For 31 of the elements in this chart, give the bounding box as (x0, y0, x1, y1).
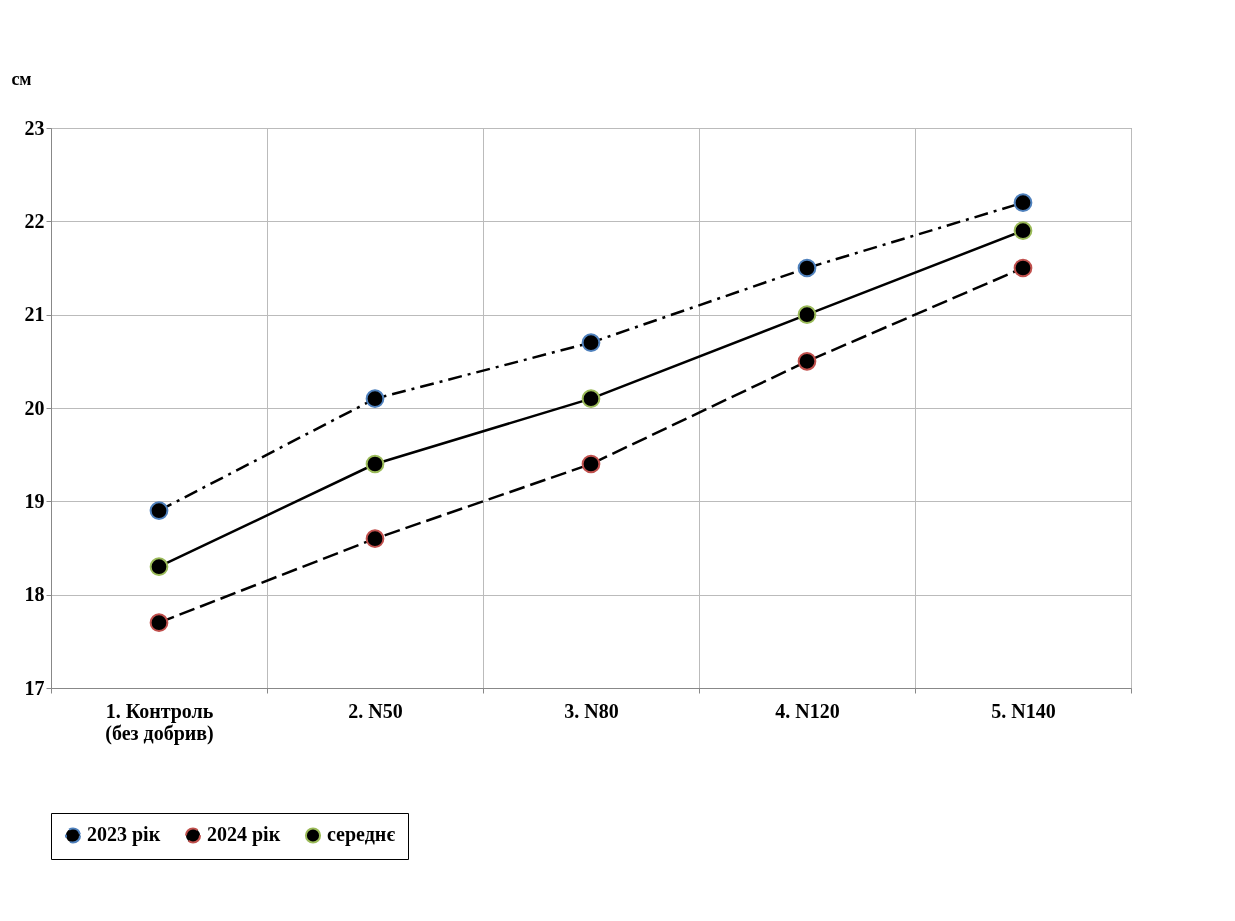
point (1013, 258, 1033, 278)
y-tick-label: 22 (24, 209, 45, 232)
y-tick-label: 23 (24, 116, 45, 139)
point (149, 613, 169, 633)
point (1013, 193, 1033, 213)
point (797, 305, 817, 325)
y-tick-label: 17 (24, 676, 45, 699)
x-tick-label: 5. N140 (991, 699, 1056, 722)
y-tick-label: 19 (24, 489, 45, 512)
point (365, 389, 385, 409)
point (797, 258, 817, 278)
x-tick-label: 4. N120 (775, 699, 840, 722)
legend-label: 2023 рік (87, 823, 161, 847)
x-tick-label: 3. N80 (564, 699, 619, 722)
y-tick-label: 21 (24, 303, 45, 326)
x-tick-label: 1. Контроль (без добрив) (105, 699, 214, 745)
point (581, 454, 601, 474)
point (365, 454, 385, 474)
point (149, 501, 169, 521)
y-axis-title: см (11, 68, 32, 89)
y-tick-label: 20 (24, 396, 45, 419)
point (1013, 221, 1033, 241)
legend-label: 2024 рік (207, 823, 281, 847)
point (581, 389, 601, 409)
point (581, 333, 601, 353)
point (797, 351, 817, 371)
x-tick-label: 2. N50 (348, 699, 403, 722)
point (365, 529, 385, 549)
legend-label: середнє (327, 823, 396, 847)
y-tick-label: 18 (24, 583, 45, 606)
point (149, 557, 169, 577)
